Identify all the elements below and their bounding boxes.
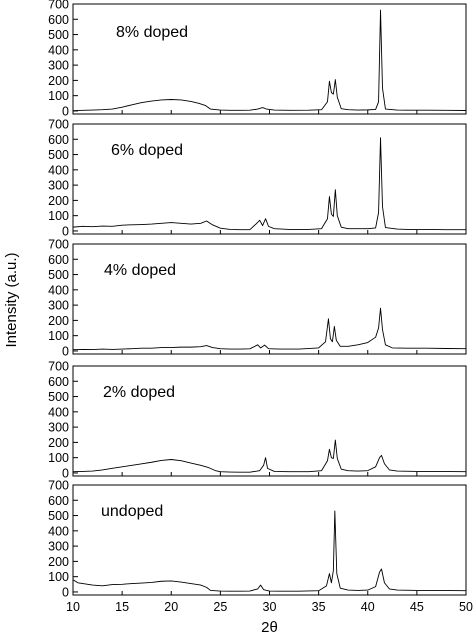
y-tick-label: 300 xyxy=(48,179,69,193)
y-tick-label: 300 xyxy=(48,299,69,313)
x-tick-label: 40 xyxy=(361,600,375,614)
y-tick-label: 700 xyxy=(48,479,69,493)
panel-frame xyxy=(72,243,467,355)
y-tick-label: 400 xyxy=(48,163,69,177)
y-tick-label: 0 xyxy=(62,585,69,599)
x-tick-label: 15 xyxy=(115,600,129,614)
y-tick-label: 700 xyxy=(48,118,69,132)
y-tick-label: 100 xyxy=(48,209,69,223)
y-axis-title: Intensity (a.u.) xyxy=(3,252,20,347)
panel-label: 8% doped xyxy=(116,24,188,41)
series-line-1 xyxy=(72,137,466,231)
y-tick-label: 400 xyxy=(48,524,69,538)
y-tick-label: 400 xyxy=(48,283,69,297)
x-tick-label: 10 xyxy=(66,600,80,614)
y-tick-label: 500 xyxy=(48,390,69,404)
y-tick-label: 700 xyxy=(48,238,69,252)
y-tick-label: 100 xyxy=(48,451,69,465)
y-tick-label: 600 xyxy=(48,13,69,27)
y-tick-label: 400 xyxy=(48,405,69,419)
series-line-0 xyxy=(72,9,467,112)
panel-frame xyxy=(72,123,467,235)
y-tick-label: 200 xyxy=(48,436,69,450)
y-tick-label: 500 xyxy=(48,28,69,42)
y-tick-label: 0 xyxy=(62,466,69,480)
x-tick-label: 35 xyxy=(312,600,326,614)
y-tick-label: 700 xyxy=(48,360,69,374)
x-tick-label: 50 xyxy=(459,600,473,614)
y-tick-label: 300 xyxy=(48,421,69,435)
y-tick-label: 200 xyxy=(48,314,69,328)
y-tick-label: 500 xyxy=(48,509,69,523)
y-tick-label: 500 xyxy=(48,268,69,282)
x-tick-label: 20 xyxy=(164,600,178,614)
y-tick-label: 400 xyxy=(48,43,69,57)
y-tick-label: 100 xyxy=(48,329,69,343)
x-axis: 10 15 20 25 30 35 40 45 50 xyxy=(66,600,473,614)
panel-label: 6% doped xyxy=(111,142,183,159)
y-tick-label: 600 xyxy=(48,253,69,267)
y-tick-label: 200 xyxy=(48,74,69,88)
panel-label: undoped xyxy=(101,503,163,520)
y-tick-label: 0 xyxy=(62,224,69,238)
panel-frame xyxy=(72,484,467,596)
x-tick-label: 45 xyxy=(410,600,424,614)
panel-frame xyxy=(72,3,467,115)
y-tick-label: 0 xyxy=(62,104,69,118)
panel-frame xyxy=(72,365,467,477)
x-tick-label: 25 xyxy=(213,600,227,614)
panel-label: 2% doped xyxy=(103,384,175,401)
y-tick-label: 200 xyxy=(48,555,69,569)
x-axis-title: 2θ xyxy=(261,619,278,636)
x-tick-label: 30 xyxy=(263,600,277,614)
y-tick-label: 100 xyxy=(48,570,69,584)
y-tick-label: 300 xyxy=(48,59,69,73)
y-tick-label: 600 xyxy=(48,375,69,389)
y-tick-label: 600 xyxy=(48,494,69,508)
y-tick-label: 100 xyxy=(48,89,69,103)
series-line-3 xyxy=(72,439,467,473)
y-tick-label: 200 xyxy=(48,194,69,208)
y-tick-label: 500 xyxy=(48,148,69,162)
y-tick-label: 0 xyxy=(62,344,69,358)
y-tick-label: 700 xyxy=(48,0,69,12)
series-line-2 xyxy=(72,307,467,351)
series-line-4 xyxy=(72,510,467,592)
y-tick-label: 600 xyxy=(48,133,69,147)
panel-label: 4% doped xyxy=(104,262,176,279)
y-tick-label: 300 xyxy=(48,540,69,554)
